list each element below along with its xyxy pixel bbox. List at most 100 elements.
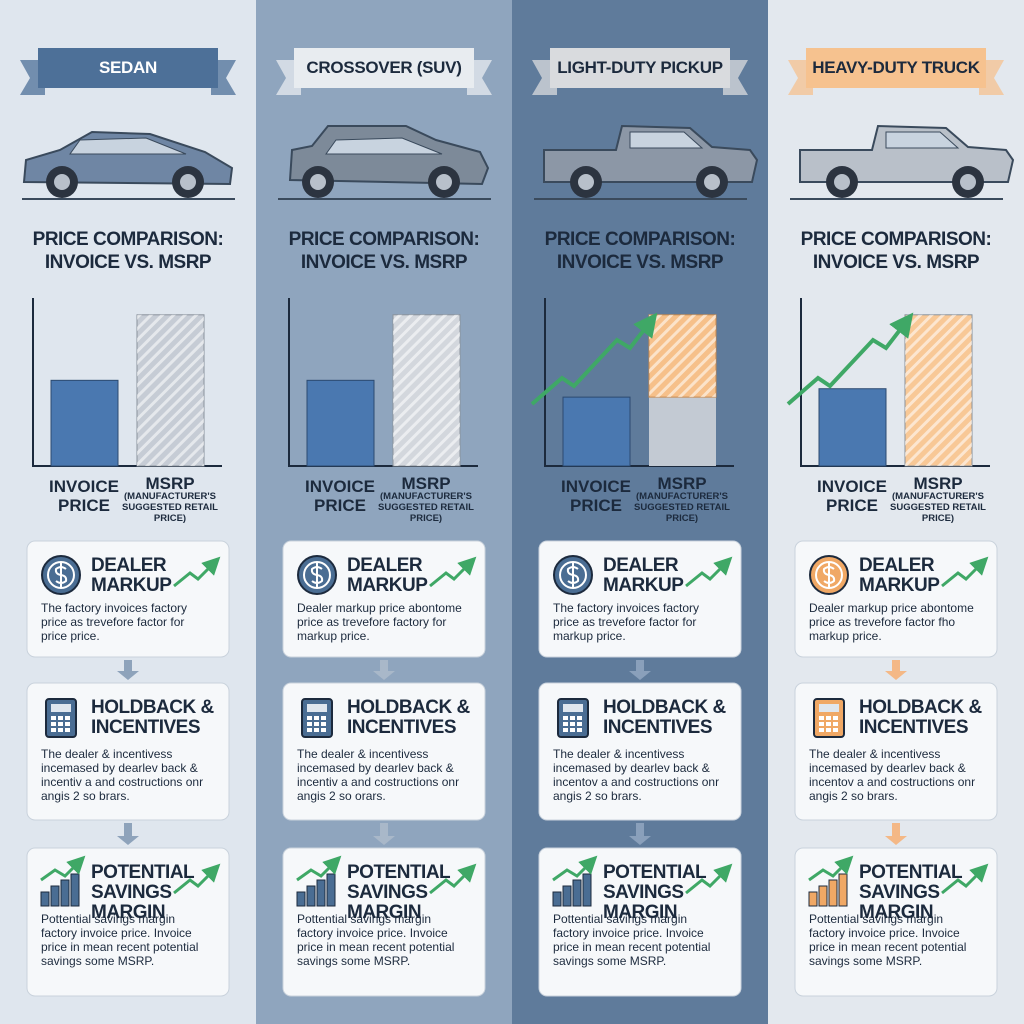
icon: [563, 716, 568, 720]
icon: [58, 716, 63, 720]
category-label: INVOICE PRICE: [561, 477, 631, 515]
card-title: HOLDBACK & INCENTIVES: [91, 697, 214, 738]
icon: [570, 722, 575, 726]
hub: [54, 174, 70, 190]
icon: [321, 728, 326, 732]
icon: [321, 716, 326, 720]
trend-arrow: [530, 312, 658, 406]
icon: [822, 563, 836, 587]
hatch: [137, 314, 204, 466]
card-body: Dealer markup price abontome price as tr…: [297, 601, 462, 643]
icon: [833, 728, 838, 732]
chart-title: PRICE COMPARISON: INVOICE VS. MSRP: [288, 229, 480, 273]
vehicle: [22, 130, 235, 200]
hub: [578, 174, 594, 190]
flow-arrow: [373, 660, 395, 680]
icon-trend: [173, 556, 221, 588]
bar: [818, 388, 887, 467]
icon: [826, 716, 831, 720]
icon: [826, 728, 831, 732]
banner: [38, 48, 218, 88]
category-label: MSRP: [145, 474, 195, 493]
icon-trend: [941, 863, 989, 895]
icon: [577, 728, 582, 732]
icon: [819, 704, 839, 712]
icon: [40, 891, 50, 907]
icon: [321, 722, 326, 726]
icon-trend: [429, 556, 477, 588]
icon: [310, 563, 324, 587]
trend-arrow: [786, 312, 914, 406]
card: [794, 682, 998, 821]
flow-arrow: [117, 823, 139, 845]
banner-text: SEDAN: [98, 58, 157, 77]
category-label: INVOICE PRICE: [817, 477, 887, 515]
icon: [819, 728, 824, 732]
icon: [296, 891, 306, 907]
category-note: (MANUFACTURER'S SUGGESTED RETAIL PRICE): [378, 491, 474, 524]
card-title: HOLDBACK & INCENTIVES: [347, 697, 470, 738]
card-body: The dealer & incentivess incemased by de…: [809, 747, 976, 803]
icon: [307, 728, 312, 732]
icon-trend: [808, 855, 854, 882]
flow-arrow: [885, 660, 907, 680]
hatch: [905, 314, 972, 466]
icon: [54, 563, 68, 587]
flow-arrow: [885, 823, 907, 845]
icon: [582, 873, 592, 907]
hub: [960, 174, 976, 190]
icon: [563, 704, 583, 712]
icon: [326, 873, 336, 907]
icon: [833, 722, 838, 726]
card-body: The dealer & incentivess incemased by de…: [297, 747, 460, 803]
icon: [570, 716, 575, 720]
icon: [808, 891, 818, 907]
icon: [314, 728, 319, 732]
card-title: POTENTIAL SAVINGS MARGIN: [603, 862, 706, 923]
icon: [566, 563, 580, 587]
flow-arrow: [117, 660, 139, 680]
card-body: The factory invoices factory price as tr…: [41, 601, 188, 643]
hatch: [393, 314, 460, 466]
icon: [60, 879, 70, 907]
icon: [559, 561, 587, 589]
flow-arrow: [629, 823, 651, 845]
banner-text: HEAVY-DUTY TRUCK: [812, 58, 980, 77]
icon: [314, 722, 319, 726]
icon: [314, 716, 319, 720]
icon: [570, 728, 575, 732]
category-note: (MANUFACTURER'S SUGGESTED RETAIL PRICE): [890, 491, 986, 524]
icon: [58, 722, 63, 726]
icon: [51, 716, 56, 720]
hub: [436, 174, 452, 190]
card: [538, 682, 742, 821]
banner-text: CROSSOVER (SUV): [306, 58, 462, 77]
hub: [310, 174, 326, 190]
icon: [307, 716, 312, 720]
category-label: INVOICE PRICE: [49, 477, 119, 515]
vehicle: [790, 124, 1015, 200]
icon-trend: [40, 855, 86, 882]
vehicle-window: [629, 131, 704, 149]
hatch: [649, 314, 716, 398]
icon: [65, 722, 70, 726]
category-note: (MANUFACTURER'S SUGGESTED RETAIL PRICE): [634, 491, 730, 524]
bar-base: [649, 397, 716, 466]
card-title: DEALER MARKUP: [347, 555, 428, 596]
vehicle-window: [325, 137, 443, 155]
icon: [828, 879, 838, 907]
category-label: MSRP: [401, 474, 451, 493]
icon: [819, 722, 824, 726]
icon: [819, 716, 824, 720]
icon: [577, 722, 582, 726]
hub: [704, 174, 720, 190]
icon: [826, 722, 831, 726]
bar: [562, 396, 631, 467]
banner: [294, 48, 474, 88]
vehicle-window: [885, 131, 960, 149]
card-title: POTENTIAL SAVINGS MARGIN: [347, 862, 450, 923]
icon: [833, 716, 838, 720]
card-body: The factory invoices factory price as tr…: [553, 601, 700, 643]
icon: [316, 879, 326, 907]
card-title: DEALER MARKUP: [859, 555, 940, 596]
